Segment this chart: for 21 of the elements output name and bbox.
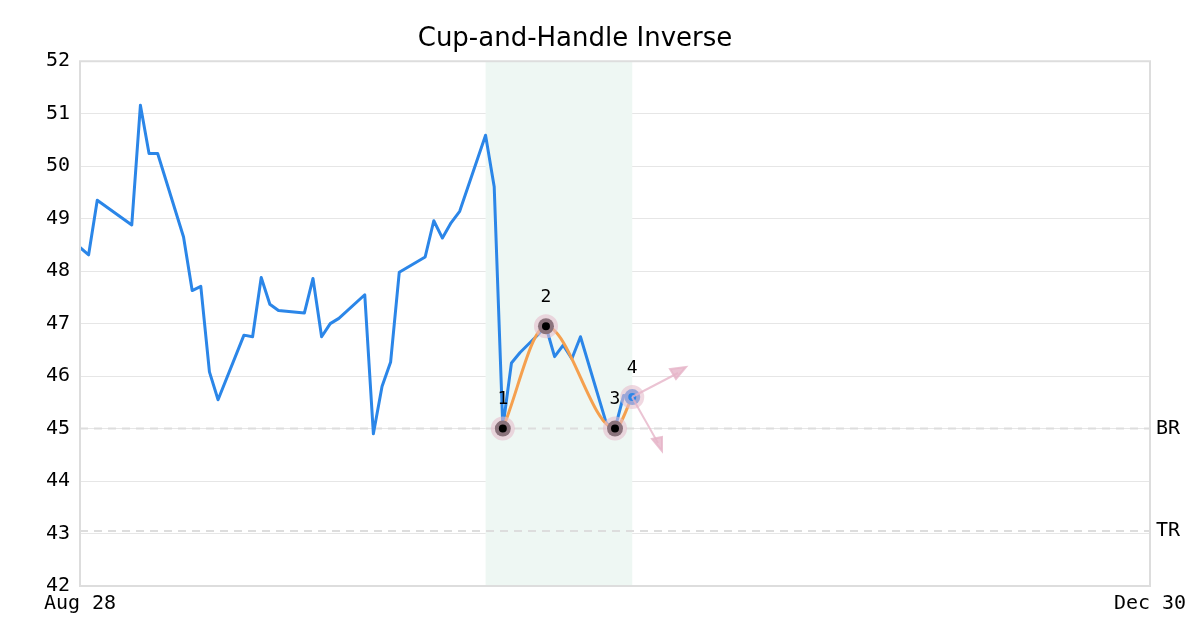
point	[490, 416, 515, 441]
point	[603, 416, 627, 441]
y-tick-label: 51	[45, 99, 70, 124]
chart-title: Cup-and-Handle Inverse	[417, 22, 733, 53]
annotation: 4	[626, 355, 638, 377]
y-tick-label: 44	[45, 467, 70, 492]
x-tick-label: Aug 28	[43, 590, 117, 615]
ref-line-label: BR	[1156, 414, 1182, 439]
y-tick-label: 49	[45, 204, 70, 229]
annotation: 3	[609, 387, 621, 409]
y-tick-label: 46	[45, 362, 70, 387]
x-tick-label: Dec 30	[1113, 590, 1187, 615]
y-tick-label: 43	[45, 519, 70, 544]
y-tick-label: 47	[45, 309, 70, 334]
y-tick-label: 48	[45, 257, 70, 282]
point	[533, 314, 558, 339]
y-tick-label: 45	[45, 414, 70, 439]
y-tick-label: 52	[45, 47, 70, 72]
y-tick-label: 50	[45, 152, 70, 177]
annotation: 2	[540, 284, 552, 306]
ref-line-label: TR	[1156, 517, 1182, 542]
